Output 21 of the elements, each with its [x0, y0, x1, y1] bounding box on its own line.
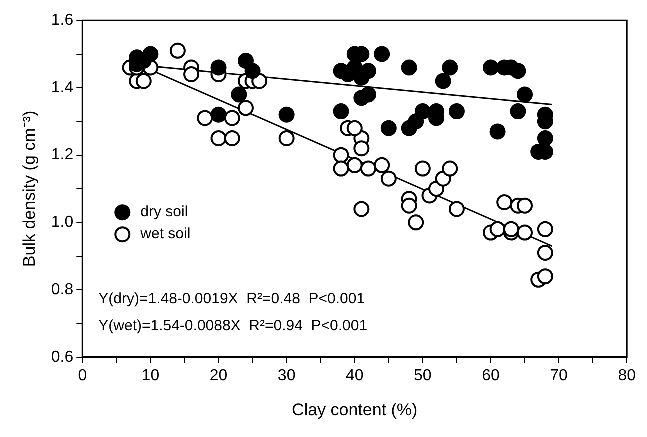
x-tick-label: 10: [142, 367, 160, 384]
y-tick-label: 0.6: [51, 348, 74, 366]
x-tick-label: 50: [414, 367, 432, 384]
x-tick-label: 70: [550, 367, 568, 384]
x-tick-label: 0: [78, 367, 88, 384]
legend-label: dry soil: [140, 204, 188, 221]
y-tick-label: 0.8: [51, 281, 74, 298]
y-tick-label: 1.0: [51, 214, 74, 232]
x-tick-label: 30: [278, 367, 296, 384]
x-tick-label: 40: [346, 367, 364, 384]
y-tick-label: 1.2: [51, 146, 74, 164]
x-axis-title: Clay content (%): [292, 400, 418, 420]
annotation: Y(dry)=1.48-0.0019X R²=0.48 P<0.001: [98, 290, 366, 308]
annotation: Y(wet)=1.54-0.0088X R²=0.94 P<0.001: [98, 318, 368, 335]
x-tick-label: 20: [210, 367, 228, 384]
x-tick-label: 80: [618, 367, 636, 384]
y-axis-title: Bulk density (g cm⁻³): [20, 110, 39, 268]
y-tick-label: 1.4: [51, 79, 74, 96]
legend-label: wet soil: [140, 226, 191, 243]
y-tick-label: 1.6: [51, 12, 74, 30]
x-tick-label: 60: [482, 367, 500, 384]
